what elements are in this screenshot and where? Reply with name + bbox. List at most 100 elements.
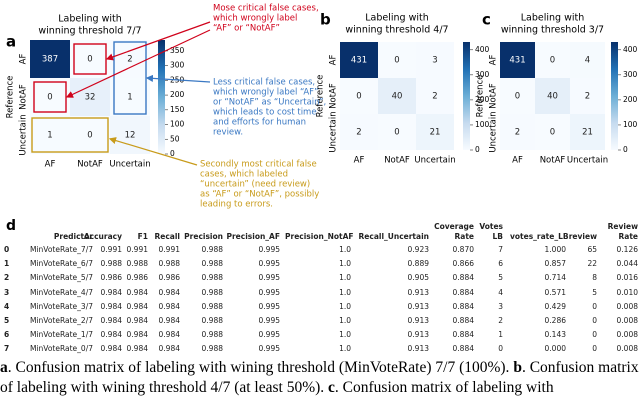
row-label: NotAF [19, 84, 29, 110]
table-cell: 0.913 [407, 301, 429, 311]
heat-cell [30, 116, 70, 154]
row-label: Uncertain [489, 111, 499, 152]
heat-cell [30, 40, 70, 78]
table-cell: 0.008 [616, 344, 638, 354]
colorbar-tick-label: 150 [170, 105, 185, 114]
table-cell: 0.984 [100, 344, 122, 354]
heat-cell [570, 114, 605, 150]
panel-letter: b [320, 11, 331, 29]
table-cell: 0.991 [126, 245, 148, 254]
caption-text: . Confusion matrix of labeling with wini… [7, 359, 514, 376]
table-header: Precision_AF [226, 232, 280, 241]
colorbar-tick-label: 200 [623, 95, 638, 104]
table-cell: 0.995 [258, 344, 280, 354]
table-header: Predictor [53, 232, 93, 241]
table-cell: 0.984 [126, 344, 148, 354]
table-cell: MinVoteRate_3/7 [29, 301, 93, 311]
table-header: Votes LB [479, 222, 503, 241]
table-cell: 3 [498, 301, 503, 311]
colorbar-tick-label: 0 [475, 145, 480, 154]
table-cell: 0.991 [158, 245, 180, 254]
caption-letter: c [328, 379, 335, 396]
caption-text: . Confusion matrix of labeling with wini… [0, 359, 639, 396]
table-cell: 0.984 [126, 287, 148, 297]
table-cell: 0.984 [158, 301, 180, 311]
table-cell: 0.923 [407, 245, 429, 254]
caption-text: . Confusion matrix of labeling with [334, 379, 554, 396]
cell-value: 21 [582, 128, 593, 138]
colorbar [463, 42, 470, 150]
arrow [108, 137, 198, 166]
table-cell: 0.866 [452, 259, 474, 269]
heat-cell [535, 114, 570, 150]
table-cell: 0 [498, 344, 503, 354]
col-label: AF [512, 156, 523, 166]
table-cell: 0.995 [258, 316, 280, 325]
table-cell: 0.913 [407, 344, 429, 354]
table-cell: 0.984 [158, 330, 180, 340]
panel-letter: a [6, 33, 16, 51]
cell-value: 2 [515, 128, 520, 138]
row-index: 7 [4, 344, 10, 354]
arrow [145, 74, 211, 83]
table-cell: 0.984 [100, 316, 122, 325]
cell-value: 0 [47, 93, 52, 103]
table-cell: 0.913 [407, 287, 429, 297]
table-header: Recall_Uncertain [358, 232, 429, 241]
row-index: 1 [4, 259, 10, 269]
annotation-text: or “NotAF” as “Uncertain”, [213, 98, 326, 108]
table-cell: 0.889 [407, 259, 429, 269]
table-cell: 0.986 [126, 273, 148, 283]
annotation-text: which wrongly label [213, 14, 297, 24]
table-cell: 0.995 [258, 287, 280, 297]
row-label: AF [489, 55, 499, 66]
table-cell: 0.143 [544, 330, 566, 340]
table-cell: MinVoteRate_7/7 [29, 245, 93, 254]
annotation-text: and efforts for human [213, 118, 306, 128]
annotation-text: review. [213, 128, 243, 138]
panel-title: Labeling with [521, 13, 585, 24]
heat-cell [500, 114, 535, 150]
cell-value: 40 [547, 92, 558, 102]
table-cell: 1.0 [339, 316, 351, 325]
heat-cell [340, 114, 378, 150]
arrow [65, 29, 211, 98]
heat-cell [416, 114, 454, 150]
table-cell: 0.995 [258, 301, 280, 311]
cell-value: 0 [87, 131, 92, 141]
panel-title: winning threshold 4/7 [345, 25, 448, 36]
colorbar-tick-label: 300 [623, 70, 638, 79]
table-header: Recall [154, 232, 180, 241]
table-cell: 0.995 [258, 245, 280, 254]
colorbar-tick-label: 200 [475, 95, 490, 104]
table-header: review [568, 232, 597, 241]
table-cell: 0.988 [201, 301, 223, 311]
cell-value: 0 [550, 128, 555, 138]
cell-value: 387 [42, 55, 58, 65]
table-cell: 0.008 [616, 330, 638, 340]
heat-cell [416, 78, 454, 114]
table-cell: 0.884 [452, 301, 474, 311]
panel-title: Labeling with [58, 14, 122, 25]
table-cell: 0.988 [201, 273, 223, 283]
table-cell: MinVoteRate_6/7 [29, 259, 93, 269]
col-label: NotAF [384, 156, 410, 166]
table-cell: 0.984 [158, 287, 180, 297]
col-label: Uncertain [109, 160, 150, 170]
heat-cell [70, 78, 110, 116]
annotation-text: Less critical false cases, [213, 78, 315, 88]
heat-cell [535, 78, 570, 114]
table-cell: 0.988 [201, 287, 223, 297]
table-cell: 0.988 [201, 259, 223, 269]
annotation-text: leading to errors. [200, 200, 273, 210]
colorbar [611, 42, 618, 150]
row-label: AF [19, 54, 29, 65]
caption-letter: a [0, 359, 8, 376]
cell-value: 0 [394, 128, 399, 138]
cell-value: 0 [394, 56, 399, 66]
annotation-text: which wrongly label “AF” [213, 88, 318, 98]
panel-title: winning threshold 7/7 [38, 26, 141, 37]
colorbar-tick-label: 400 [623, 45, 638, 54]
heat-cell [416, 42, 454, 78]
annotation-text: “uncertain” (need review) [200, 180, 310, 190]
